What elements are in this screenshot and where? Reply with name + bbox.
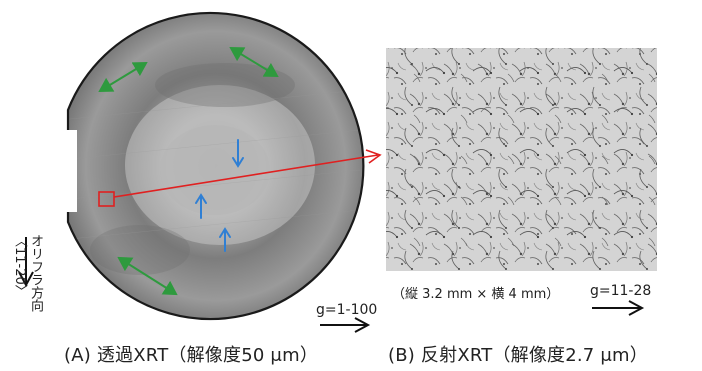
green-arrow-upper-right <box>229 46 279 78</box>
callout-line <box>113 154 379 198</box>
orientation-flat-index: 〈11-20〉 <box>12 234 27 298</box>
reflection-xrt-image <box>386 48 657 271</box>
green-arrow-upper-left <box>98 61 148 93</box>
blue-arrow-2 <box>195 193 207 219</box>
green-arrows <box>98 46 279 296</box>
region-marker <box>98 191 115 207</box>
wafer-xrt-image <box>62 11 365 321</box>
orientation-flat-label: オリフラ方向 <box>28 234 43 312</box>
green-arrow-lower-left <box>117 256 178 296</box>
g-vector-label-b: g=11-28 <box>590 283 652 299</box>
red-callout <box>98 149 382 207</box>
g-vector-label-a: g=1-100 <box>316 302 378 318</box>
orientation-flat-arrow <box>18 237 34 288</box>
blue-arrow-3 <box>219 227 231 252</box>
caption-reflection-xrt: (B) 反射XRT（解像度2.7 μm） <box>388 345 648 366</box>
image-size-note: （縦 3.2 mm × 横 4 mm） <box>392 287 560 302</box>
wafer-edge <box>66 11 365 321</box>
g-vector-arrow-b <box>592 300 645 316</box>
blue-arrow-1 <box>232 139 244 168</box>
blue-arrows <box>195 139 244 252</box>
caption-transmission-xrt: (A) 透過XRT（解像度50 μm） <box>64 345 319 366</box>
g-vector-arrow-a <box>320 317 371 333</box>
callout-arrowhead <box>365 149 382 164</box>
notch-marker <box>62 130 77 212</box>
